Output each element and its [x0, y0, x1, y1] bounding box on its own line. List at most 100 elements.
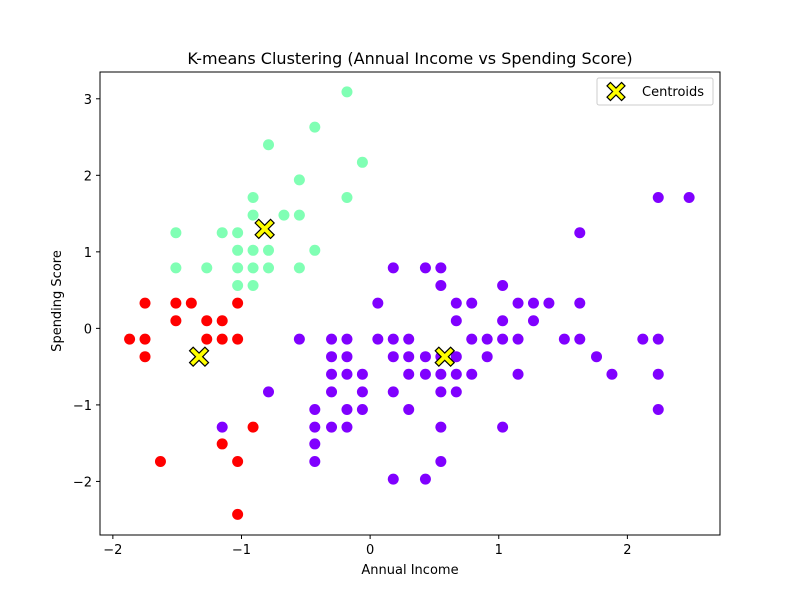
data-point	[170, 227, 182, 239]
y-axis-label: Spending Score	[50, 250, 65, 352]
data-point	[232, 333, 244, 345]
legend-box	[596, 77, 714, 106]
data-point	[170, 262, 182, 274]
data-point	[652, 403, 664, 415]
data-point	[263, 262, 275, 274]
data-point	[403, 351, 415, 363]
data-point	[341, 333, 353, 345]
data-point	[543, 297, 555, 309]
data-point	[403, 333, 415, 345]
x-tick-label: −1	[232, 543, 251, 558]
data-point	[170, 315, 182, 327]
y-tick-label: −2	[73, 475, 92, 490]
data-point	[435, 368, 447, 380]
legend-centroid-symbol	[606, 81, 626, 102]
data-point	[466, 333, 478, 345]
data-point	[232, 280, 244, 292]
data-point	[326, 421, 338, 433]
data-point	[293, 209, 305, 221]
data-point	[341, 368, 353, 380]
data-point	[341, 403, 353, 415]
data-point	[293, 333, 305, 345]
data-point	[263, 244, 275, 256]
data-point	[356, 156, 368, 168]
data-point	[139, 351, 151, 363]
plot-area	[124, 86, 695, 520]
data-point	[387, 262, 399, 274]
data-point	[326, 351, 338, 363]
data-point	[419, 351, 431, 363]
data-point	[232, 456, 244, 468]
data-point	[450, 368, 462, 380]
data-point	[216, 315, 228, 327]
data-point	[558, 333, 570, 345]
data-point	[216, 421, 228, 433]
data-point	[216, 227, 228, 239]
x-axis-label: Annual Income	[361, 563, 458, 578]
centroid-marker	[188, 346, 210, 368]
data-point	[450, 315, 462, 327]
data-point	[419, 473, 431, 485]
data-point	[435, 262, 447, 274]
data-point	[263, 139, 275, 151]
data-point	[309, 244, 321, 256]
data-point	[435, 280, 447, 292]
data-point	[527, 297, 539, 309]
data-point	[435, 386, 447, 398]
data-point	[341, 192, 353, 204]
x-tick-label: −2	[103, 543, 122, 558]
data-point	[497, 421, 509, 433]
data-point	[232, 262, 244, 274]
data-point	[652, 368, 664, 380]
data-point	[154, 456, 166, 468]
data-point	[139, 297, 151, 309]
data-point	[450, 351, 462, 363]
y-tick-label: 3	[84, 93, 92, 108]
data-point	[247, 280, 259, 292]
y-tick-label: 2	[84, 169, 92, 184]
data-point	[466, 368, 478, 380]
data-point	[170, 297, 182, 309]
data-point	[637, 333, 649, 345]
data-point	[309, 121, 321, 133]
data-point	[574, 333, 586, 345]
data-point	[387, 333, 399, 345]
data-point	[387, 473, 399, 485]
x-tick-label: 2	[623, 543, 631, 558]
data-point	[419, 262, 431, 274]
data-point	[201, 333, 213, 345]
data-point	[372, 333, 384, 345]
data-point	[326, 368, 338, 380]
data-point	[652, 192, 664, 204]
data-point	[372, 297, 384, 309]
data-point	[403, 403, 415, 415]
y-axis: −2 −1 0 1 2 3	[73, 93, 100, 490]
data-point	[247, 209, 259, 221]
data-point	[309, 438, 321, 450]
data-point	[683, 192, 695, 204]
x-tick-label: 1	[495, 543, 503, 558]
cluster-series-0	[124, 297, 259, 520]
data-point	[481, 351, 493, 363]
data-point	[326, 386, 338, 398]
y-tick-label: 0	[84, 322, 92, 337]
data-point	[574, 297, 586, 309]
y-tick-label: −1	[73, 399, 92, 414]
legend-label-centroids: Centroids	[642, 85, 704, 100]
cluster-series-1	[170, 86, 368, 292]
data-point	[497, 315, 509, 327]
data-point	[574, 227, 586, 239]
centroid-marker	[434, 346, 456, 368]
data-point	[216, 333, 228, 345]
data-point	[435, 421, 447, 433]
data-point	[512, 368, 524, 380]
legend-centroid-marker	[606, 81, 626, 102]
x-tick-label: 0	[366, 543, 374, 558]
data-point	[309, 403, 321, 415]
centroid-marker	[254, 218, 275, 240]
data-point	[356, 368, 368, 380]
data-point	[247, 421, 259, 433]
data-point	[591, 351, 603, 363]
data-point	[263, 386, 275, 398]
data-point	[293, 174, 305, 186]
